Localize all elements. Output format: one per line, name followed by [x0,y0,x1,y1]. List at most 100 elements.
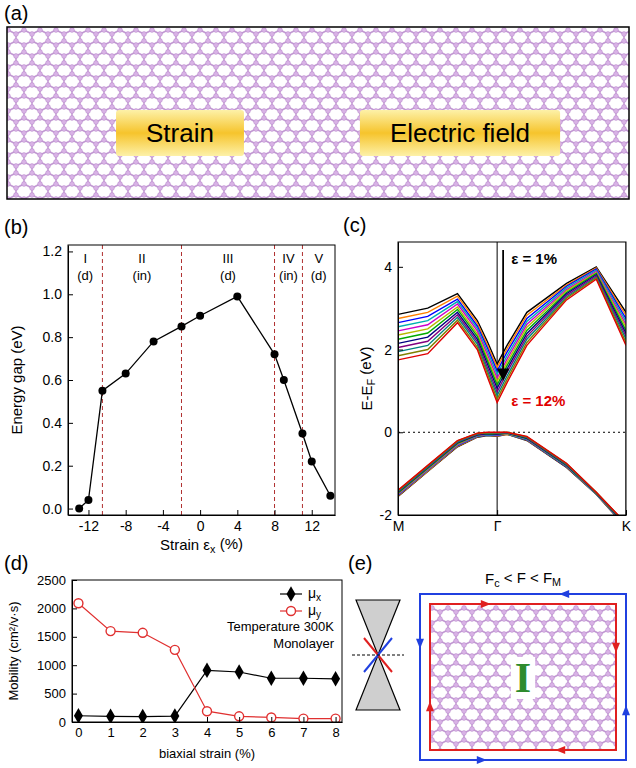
subscript: M [552,576,561,588]
lattice-atom [382,39,387,44]
lattice-atom [606,716,611,721]
lattice-atom [62,149,67,154]
lattice-atom [206,76,211,81]
lattice-atom [406,65,411,70]
lattice-atom [566,28,571,33]
lattice-atom [470,705,475,710]
lattice-atom [94,61,99,66]
lattice-atom [470,639,475,644]
lattice-atom [534,175,539,180]
lattice-atom [166,160,171,165]
lattice-atom [86,43,91,48]
lattice-atom [502,94,507,99]
annotation: ε = 12% [511,392,565,409]
lattice-atom [526,716,531,721]
lattice-atom [62,39,67,44]
lattice-atom [558,621,563,626]
lattice-atom [542,665,547,670]
lattice-atom [94,186,99,191]
tick-mark [275,510,276,515]
lattice-atom [350,98,355,103]
lattice-atom [470,727,475,732]
lattice-atom [174,164,179,169]
lattice-atom [262,138,267,143]
tick-mark [271,717,272,722]
lattice-atom [446,61,451,66]
lattice-atom [166,94,171,99]
lattice-atom [462,39,467,44]
lattice-atom [262,160,267,165]
lattice-atom [358,94,363,99]
lattice-atom [558,709,563,714]
lattice-atom [198,72,203,77]
tick-label: 0.6 [43,372,63,388]
lattice-atom [550,654,555,659]
lattice-atom [438,676,443,681]
lattice-atom [518,705,523,710]
lattice-atom [462,186,467,191]
lattice-atom [110,149,115,154]
lattice-atom [14,149,19,154]
lattice-atom [142,171,147,176]
lattice-atom [246,116,251,121]
tick-label: K [622,518,632,534]
lattice-atom [414,76,419,81]
lattice-atom [110,171,115,176]
lattice-atom [94,83,99,88]
lattice-atom [262,153,267,158]
lattice-atom [542,193,547,198]
lattice-atom [246,153,251,158]
lattice-atom [222,105,227,110]
lattice-atom [398,83,403,88]
lattice-atom [454,676,459,681]
lattice-atom [470,43,475,48]
lattice-atom [374,28,379,33]
lattice-atom [366,186,371,191]
lattice-atom [278,175,283,180]
lattice-atom [566,661,571,666]
lattice-atom [302,39,307,44]
lattice-atom [334,83,339,88]
lattice-atom [70,182,75,187]
lattice-atom [494,650,499,655]
lattice-atom [526,193,531,198]
lattice-atom [70,109,75,114]
lattice-atom [94,120,99,125]
lattice-atom [142,61,147,66]
lattice-atom [22,153,27,158]
tick: 2000 [37,601,77,616]
lattice-atom [478,76,483,81]
lattice-atom [606,621,611,626]
lattice-atom [230,160,235,165]
lattice-atom [462,83,467,88]
lattice-atom [158,164,163,169]
loop-arrow [622,705,630,715]
lattice-atom [374,43,379,48]
lattice-atom [262,28,267,33]
lattice-atom [526,105,531,110]
annotation: ε = 1% [511,250,557,267]
lattice-atom [390,175,395,180]
lattice-atom [550,661,555,666]
lattice-atom [574,709,579,714]
tick-mark [72,637,77,638]
lattice-atom [110,54,115,59]
lattice-atom [270,32,275,37]
lattice-atom [574,716,579,721]
lattice-atom [62,54,67,59]
lattice-atom [526,709,531,714]
data-point [271,350,279,358]
lattice-atom [582,610,587,615]
lattice-atom [382,83,387,88]
lattice-atom [102,109,107,114]
panel-letter: (e) [348,552,372,574]
lattice-atom [334,61,339,66]
lattice-atom [590,127,595,132]
tick-label: -12 [79,518,99,534]
lattice-atom [510,98,515,103]
lattice-atom [606,32,611,37]
lattice-atom [470,94,475,99]
lattice-atom [598,720,603,725]
lattice-atom [542,164,547,169]
axis: 05001000150020002500 [37,573,77,730]
